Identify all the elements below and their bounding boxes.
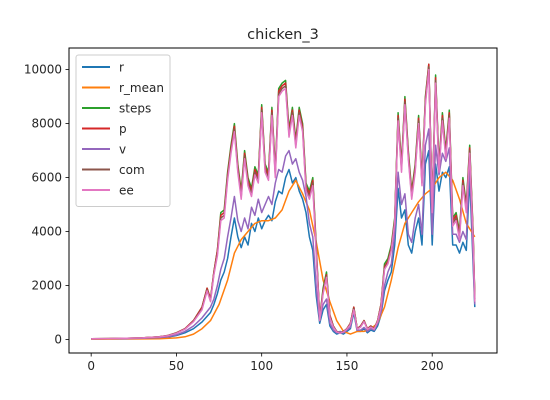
legend-label-v: v [119,143,126,157]
y-tick-label: 0 [54,333,62,347]
legend-label-r: r [119,61,124,75]
y-tick-label: 6000 [31,171,62,185]
legend-label-com: com [119,163,145,177]
y-tick-label: 10000 [24,63,62,77]
series-line-v [91,128,476,340]
legend-label-steps: steps [119,102,151,116]
y-tick-label: 8000 [31,117,62,131]
plot-frame [68,47,498,354]
x-axis: 0 50 100 150 200 [87,353,444,373]
x-tick-label: 0 [87,359,95,373]
series-line-r_mean [91,171,476,340]
y-tick-label: 2000 [31,279,62,293]
x-tick-label: 100 [250,359,273,373]
legend-label-ee: ee [119,184,134,198]
x-tick-label: 150 [335,359,358,373]
x-tick-label: 50 [169,359,184,373]
plot-lines [91,63,476,340]
x-tick-label: 200 [421,359,444,373]
legend-label-r_mean: r_mean [119,81,164,95]
chart-title: chicken_3 [247,27,319,43]
series-line-ee [91,68,476,340]
legend-label-p: p [119,122,127,136]
y-tick-label: 4000 [31,225,62,239]
y-axis: 0 2000 4000 6000 8000 10000 [24,63,69,347]
